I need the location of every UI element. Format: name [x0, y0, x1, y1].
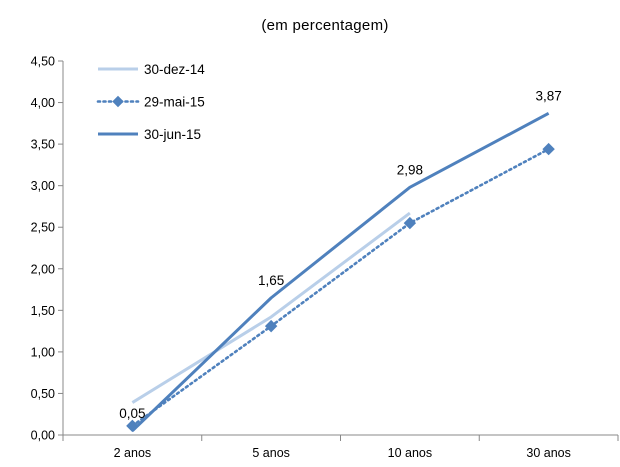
axes: 0,00 0,50 1,00 1,50 2,00 2,50 3,00 3,50 4,00 4,50…	[31, 55, 619, 460]
legend-label: 30-jun-15	[144, 127, 201, 142]
y-tick-label: 2,00	[31, 262, 55, 276]
legend-item: 30-dez-14	[98, 62, 205, 77]
y-tick-label: 3,00	[31, 179, 55, 193]
data-label: 2,98	[397, 162, 423, 177]
x-tick-label: 5 anos	[252, 446, 290, 460]
data-label: 0,05	[119, 406, 145, 421]
legend-label: 29-mai-15	[144, 95, 205, 110]
legend: 30-dez-14 29-mai-15 30-jun-15	[96, 62, 205, 142]
series-line	[131, 211, 411, 404]
series-30-dez-14	[131, 211, 411, 404]
y-tick-label: 0,00	[31, 429, 55, 443]
y-tick-label: 3,50	[31, 138, 55, 152]
series-lines	[126, 112, 555, 433]
legend-item: 30-jun-15	[98, 127, 201, 142]
data-label: 1,65	[258, 273, 284, 288]
data-label: 3,87	[535, 88, 561, 103]
y-tick-label: 1,50	[31, 304, 55, 318]
data-labels: 0,05 1,65 2,98 3,87	[119, 88, 562, 420]
legend-marker	[112, 95, 124, 108]
series-30-jun-15	[131, 112, 550, 432]
y-tick-label: 1,00	[31, 345, 55, 359]
y-tick-label: 2,50	[31, 221, 55, 235]
x-tick-label: 30 anos	[526, 446, 570, 460]
series-line	[131, 112, 550, 432]
series-line	[131, 147, 550, 428]
data-point-marker	[264, 319, 278, 333]
series-29-mai-15	[126, 142, 555, 433]
data-point-marker	[403, 216, 417, 230]
y-tick-label: 0,50	[31, 387, 55, 401]
x-tick-label: 10 anos	[388, 446, 432, 460]
legend-item: 29-mai-15	[96, 95, 205, 110]
data-point-marker	[542, 142, 555, 156]
x-tick-label: 2 anos	[114, 446, 152, 460]
y-tick-label: 4,50	[31, 55, 55, 69]
chart-subtitle: (em percentagem)	[261, 17, 388, 34]
y-tick-label: 4,00	[31, 96, 55, 110]
legend-label: 30-dez-14	[144, 62, 205, 77]
